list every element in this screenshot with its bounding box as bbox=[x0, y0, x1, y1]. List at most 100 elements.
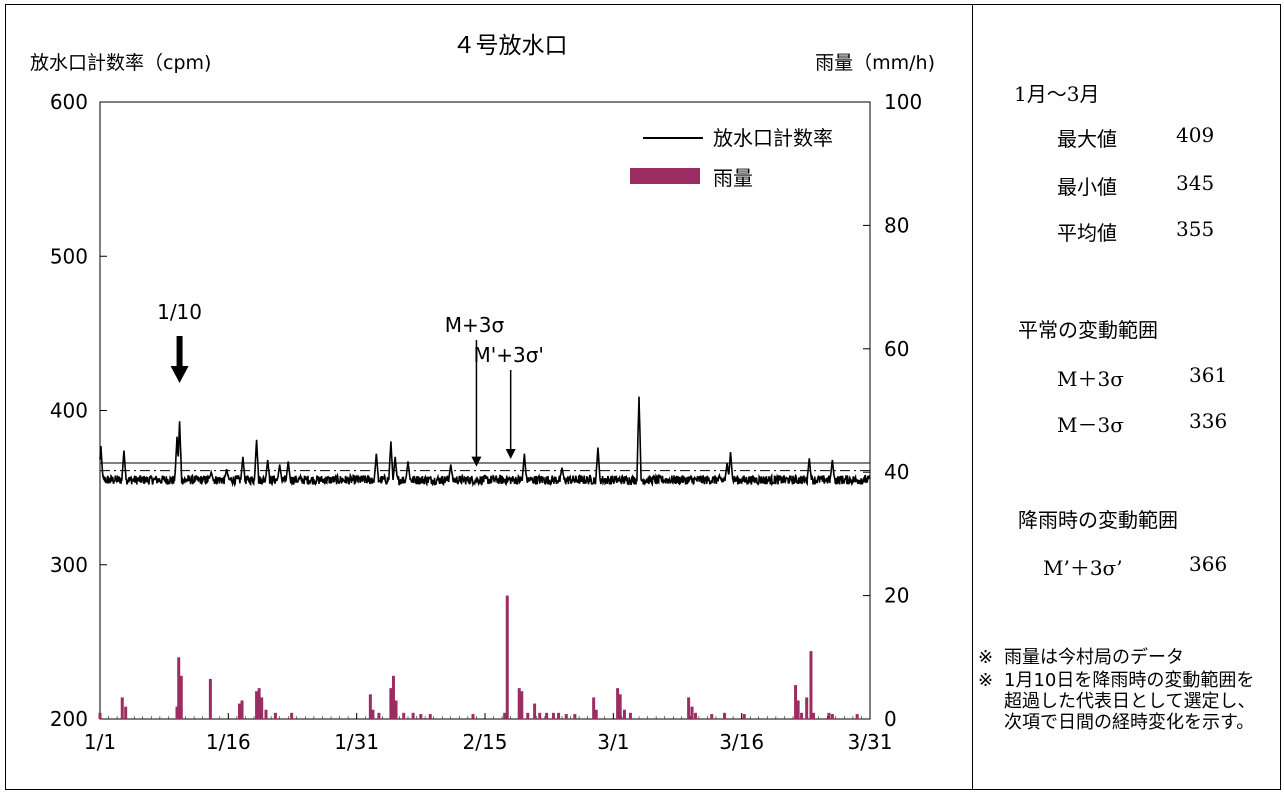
y-tick-left-label: 500 bbox=[50, 244, 88, 268]
rain-bar bbox=[564, 714, 568, 719]
chart-svg: ４号放水口 放水口計数率（cpm) 雨量（mm/h) 6005004003002… bbox=[30, 33, 935, 754]
rain-bar bbox=[805, 697, 809, 719]
y-tick-left-label: 200 bbox=[50, 707, 88, 731]
stat-mean-value: 355 bbox=[1176, 217, 1215, 241]
stat-mean-label: 平均値 bbox=[1057, 221, 1117, 245]
y-axis-label-left: 放水口計数率（cpm) bbox=[30, 52, 211, 74]
rain-bar bbox=[794, 685, 798, 719]
rain-bar bbox=[545, 712, 549, 719]
plot-area bbox=[99, 101, 871, 720]
stat-max-value: 409 bbox=[1176, 123, 1215, 147]
rain-bar bbox=[260, 697, 264, 719]
rain-bar bbox=[800, 712, 804, 719]
rain-bar bbox=[257, 688, 261, 719]
rain-bar bbox=[120, 697, 124, 719]
normal-range-title: 平常の変動範囲 bbox=[1018, 318, 1158, 342]
x-tick-label: 3/16 bbox=[719, 730, 764, 754]
rain-bar bbox=[830, 714, 834, 719]
rain-bar bbox=[273, 712, 277, 719]
rain-bar bbox=[533, 703, 537, 719]
rain-bar bbox=[419, 714, 423, 719]
rain-bar bbox=[616, 688, 620, 719]
rain-bar bbox=[402, 712, 406, 719]
x-tick-label: 1/1 bbox=[84, 730, 116, 754]
rain-bar bbox=[290, 712, 294, 719]
y-tick-left-label: 300 bbox=[50, 553, 88, 577]
rain-bar bbox=[628, 712, 632, 719]
rain-bar bbox=[710, 714, 714, 719]
rain-bar bbox=[690, 706, 694, 719]
rain-bar bbox=[411, 712, 415, 719]
x-tick-label: 2/15 bbox=[463, 730, 508, 754]
normal-range-lower-label: M－3σ bbox=[1057, 413, 1124, 437]
rain-bar bbox=[827, 712, 831, 719]
annotation-msigma-label: M+3σ bbox=[445, 313, 505, 337]
y-tick-left-label: 400 bbox=[50, 399, 88, 423]
annotations: 1/10 M+3σ M'+3σ' bbox=[157, 300, 544, 467]
rain-bar bbox=[526, 712, 530, 719]
rain-bar bbox=[124, 706, 128, 719]
rain-bar bbox=[538, 712, 542, 719]
rain-bar bbox=[809, 651, 813, 719]
rain-bar bbox=[503, 712, 507, 719]
rain-bar bbox=[551, 712, 555, 719]
rain-bar bbox=[796, 700, 800, 719]
rain-bar bbox=[177, 657, 181, 719]
legend: 放水口計数率 雨量 bbox=[630, 126, 833, 190]
figure-frame bbox=[5, 4, 1281, 790]
y-tick-right-label: 80 bbox=[884, 213, 909, 237]
rain-bar bbox=[557, 712, 561, 719]
rain-bar bbox=[389, 688, 393, 719]
rain-bar bbox=[520, 691, 524, 719]
rain-bar bbox=[573, 714, 577, 719]
y-ticks-right: 100 80 60 40 20 0 bbox=[863, 90, 922, 731]
count-rate-series bbox=[99, 396, 871, 488]
rain-bars bbox=[98, 595, 859, 719]
normal-range-lower-value: 336 bbox=[1189, 409, 1228, 433]
rain-bar bbox=[208, 678, 212, 719]
rain-bar bbox=[594, 709, 598, 719]
note-mark-1: ※ bbox=[978, 647, 994, 668]
rain-bar bbox=[428, 714, 432, 719]
y-axis-label-right: 雨量（mm/h) bbox=[815, 52, 935, 74]
rain-range-label: M’＋3σ’ bbox=[1043, 556, 1123, 580]
annotation-msigma-rain-label: M'+3σ' bbox=[473, 343, 543, 367]
rain-bar bbox=[855, 714, 859, 719]
y-tick-right-label: 0 bbox=[884, 707, 897, 731]
rain-bar bbox=[622, 709, 626, 719]
rain-bar bbox=[391, 675, 395, 719]
chart-title: ４号放水口 bbox=[453, 33, 568, 59]
panel-divider bbox=[972, 4, 973, 790]
x-tick-label: 3/1 bbox=[597, 730, 629, 754]
reference-lines bbox=[100, 462, 870, 472]
rain-bar bbox=[394, 700, 398, 719]
note-text-2: 1月10日を降雨時の変動範囲を超過した代表日として選定し、次項で日間の経時変化を… bbox=[1004, 670, 1256, 733]
rain-bar bbox=[742, 714, 746, 719]
rain-bar bbox=[264, 709, 268, 719]
rain-bar bbox=[505, 595, 509, 719]
stat-min-value: 345 bbox=[1176, 171, 1215, 195]
y-ticks-left: 600 500 400 300 200 bbox=[50, 90, 107, 731]
rain-range-value: 366 bbox=[1189, 552, 1228, 576]
rain-bar bbox=[255, 691, 259, 719]
x-tick-label: 1/31 bbox=[334, 730, 379, 754]
rain-bar bbox=[237, 703, 241, 719]
normal-range-upper-value: 361 bbox=[1189, 363, 1228, 387]
y-tick-right-label: 40 bbox=[884, 460, 909, 484]
y-tick-right-label: 60 bbox=[884, 337, 909, 361]
rain-bar bbox=[368, 694, 372, 719]
count-rate-line bbox=[99, 396, 871, 488]
rain-bar bbox=[98, 712, 102, 719]
annotation-date-arrow-shaft bbox=[176, 336, 183, 368]
legend-label-count: 放水口計数率 bbox=[713, 126, 833, 150]
x-ticks: 1/1 1/16 1/31 2/15 3/1 3/16 3/31 bbox=[84, 713, 892, 754]
annotation-date-label: 1/10 bbox=[157, 300, 202, 324]
rain-bar bbox=[175, 706, 179, 719]
annotation-date-arrow-head bbox=[170, 366, 189, 383]
y-tick-left-label: 600 bbox=[50, 90, 88, 114]
stat-max-label: 最大値 bbox=[1057, 127, 1117, 151]
rain-bar bbox=[471, 714, 475, 719]
rain-bar bbox=[693, 712, 697, 719]
rain-bar bbox=[723, 712, 727, 719]
rain-bar bbox=[687, 697, 691, 719]
